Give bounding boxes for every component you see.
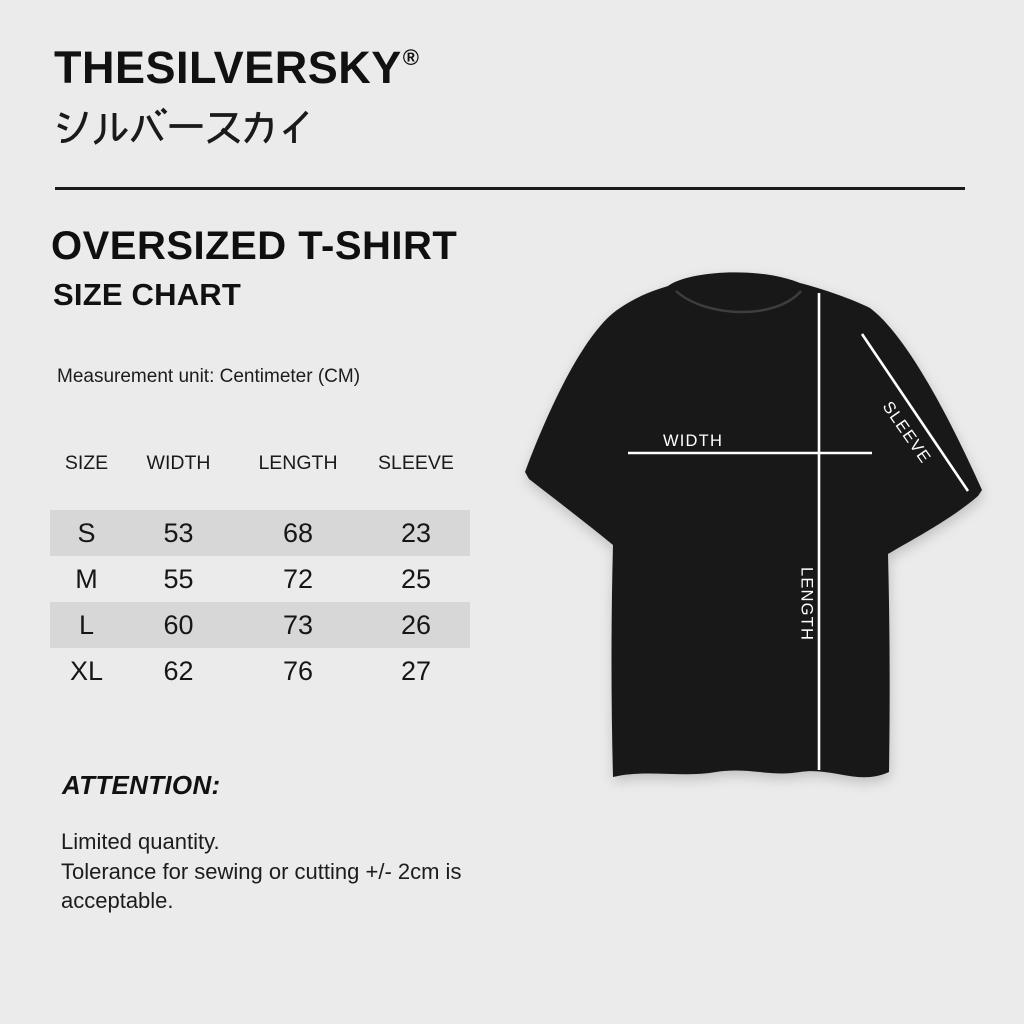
cell-width: 53 bbox=[163, 517, 194, 548]
table-row-s: S 53 68 23 bbox=[50, 510, 470, 556]
attention-note: Limited quantity. Tolerance for sewing o… bbox=[61, 827, 461, 916]
attention-line-3: acceptable. bbox=[61, 888, 174, 913]
table-row-l: L 60 73 26 bbox=[50, 602, 470, 648]
registered-trademark-symbol: ® bbox=[402, 45, 420, 70]
product-title: OVERSIZED T-SHIRT bbox=[51, 224, 458, 268]
cell-length: 73 bbox=[282, 609, 314, 640]
cell-size: L bbox=[78, 609, 95, 640]
brand-name-text: THESILVERSKY bbox=[54, 42, 402, 93]
kana-ru bbox=[93, 113, 128, 145]
cell-width: 55 bbox=[163, 563, 194, 594]
size-chart-subtitle: SIZE CHART bbox=[53, 277, 241, 312]
kana-ka bbox=[244, 111, 273, 144]
table-row-xl: XL 62 76 27 bbox=[50, 648, 470, 694]
length-label: LENGTH bbox=[798, 567, 816, 641]
table-header-gap bbox=[50, 480, 470, 510]
width-label: WIDTH bbox=[663, 432, 723, 450]
cell-length: 68 bbox=[282, 517, 314, 548]
brand-name-japanese bbox=[57, 107, 309, 145]
kana-ba bbox=[130, 107, 168, 143]
tshirt-image: WIDTH LENGTH SLEEVE bbox=[525, 272, 982, 778]
column-header-length: LENGTH bbox=[258, 451, 338, 474]
kana-shi bbox=[57, 111, 88, 143]
column-header-size: SIZE bbox=[64, 451, 109, 474]
size-table: SIZE WIDTH LENGTH SLEEVE S 53 68 23 M 55… bbox=[50, 446, 470, 694]
cell-size: S bbox=[77, 517, 96, 548]
collar-seam bbox=[675, 290, 802, 314]
cell-sleeve: 25 bbox=[400, 563, 432, 594]
brand-name: THESILVERSKY® bbox=[54, 42, 420, 94]
column-header-width: WIDTH bbox=[146, 451, 211, 474]
cell-size: XL bbox=[69, 655, 104, 686]
tshirt-silhouette bbox=[525, 272, 982, 778]
attention-line-2: Tolerance for sewing or cutting +/- 2cm … bbox=[61, 858, 462, 884]
attention-line-1: Limited quantity. bbox=[61, 829, 220, 854]
cell-length: 72 bbox=[282, 563, 314, 594]
kana-su bbox=[207, 113, 241, 144]
cell-sleeve: 23 bbox=[400, 517, 432, 548]
measurement-unit-note: Measurement unit: Centimeter (CM) bbox=[57, 366, 361, 387]
tshirt-diagram: WIDTH LENGTH SLEEVE bbox=[500, 250, 1024, 800]
column-header-sleeve: SLEEVE bbox=[378, 451, 454, 474]
cell-width: 62 bbox=[163, 655, 194, 686]
sleeve-line bbox=[860, 333, 970, 492]
size-table-header: SIZE WIDTH LENGTH SLEEVE bbox=[50, 446, 470, 480]
kana-i bbox=[282, 110, 309, 143]
cell-size: M bbox=[75, 563, 98, 594]
cell-length: 76 bbox=[282, 655, 314, 686]
header-divider bbox=[55, 187, 965, 190]
attention-heading: ATTENTION: bbox=[62, 770, 221, 800]
table-row-m: M 55 72 25 bbox=[50, 556, 470, 602]
cell-width: 60 bbox=[163, 609, 194, 640]
cell-sleeve: 26 bbox=[400, 609, 432, 640]
cell-sleeve: 27 bbox=[400, 655, 432, 686]
